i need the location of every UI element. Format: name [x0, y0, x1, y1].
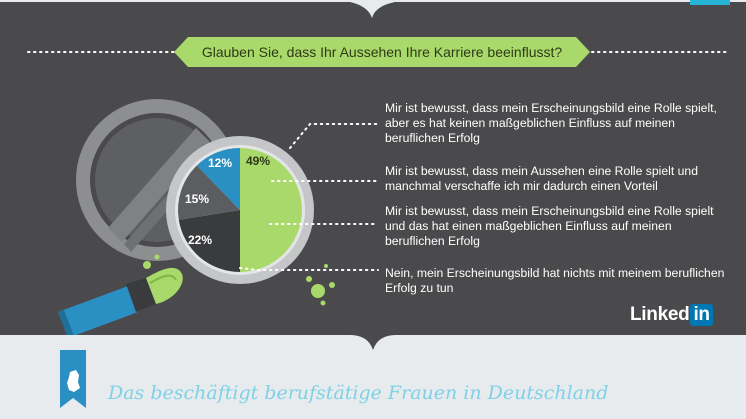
linkedin-logo: Linked in: [630, 304, 713, 326]
brush-handle: [58, 267, 183, 338]
linkedin-logo-box: in: [690, 304, 713, 326]
pie-label-49: 49%: [245, 154, 271, 168]
top-banner-shape: [0, 0, 746, 18]
question-banner: [174, 37, 590, 67]
footer-title: Das beschäftigt berufstätige Frauen in D…: [108, 382, 609, 404]
germany-map-icon: [67, 370, 80, 392]
top-right-tab: [690, 0, 730, 5]
pie-slice-12: [196, 148, 240, 210]
decor-bubbles: [143, 254, 335, 306]
connector-line-1: [289, 123, 379, 149]
pie-label-12: 12%: [207, 156, 233, 170]
question-banner-text-wrap: Glauben Sie, dass Ihr Aussehen Ihre Karr…: [176, 37, 588, 67]
pie-chart: [177, 148, 302, 272]
legend-item-3: Mir ist bewusst, dass mein Erscheinungsb…: [385, 204, 714, 248]
linkedin-logo-text: Linked: [630, 304, 690, 325]
legend-item-4: Nein, mein Erscheinungsbild hat nichts m…: [385, 266, 725, 295]
connector-line-4: [239, 267, 379, 271]
pie-label-22: 22%: [187, 233, 213, 247]
pie-slice-22: [178, 210, 240, 272]
legend-item-2: Mir ist bewusst, dass mein Aussehen eine…: [385, 164, 698, 193]
pie-slice-49: [240, 148, 302, 272]
legend-connectors: [239, 123, 379, 271]
pie-slice-15: [177, 165, 240, 220]
pie-label-15: 15%: [184, 192, 210, 206]
legend-item-1: Mir ist bewusst, dass mein Erscheinungsb…: [385, 101, 717, 145]
question-text: Glauben Sie, dass Ihr Aussehen Ihre Karr…: [201, 44, 563, 60]
footer-band: [0, 335, 746, 419]
